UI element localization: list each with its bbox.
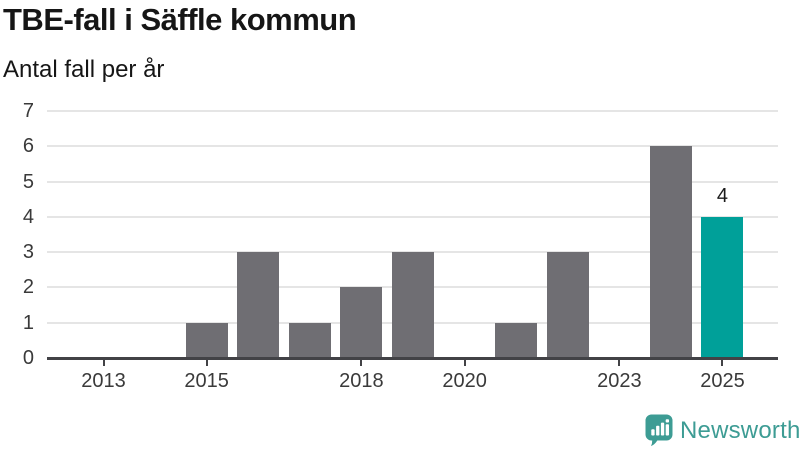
newsworthy-brand-text: Newsworthy [680,416,800,444]
tick-mark-2023 [618,360,621,366]
gridline-y5 [47,180,778,183]
x-axis-label: 2023 [597,370,642,392]
chart-subtitle: Antal fall per år [3,56,165,83]
y-axis-label: 3 [22,241,34,264]
gridline-y6 [47,145,778,148]
bar-2024 [649,146,692,358]
tick-mark-2018 [360,360,363,366]
x-axis-label: 2013 [81,370,126,392]
y-axis-label: 6 [22,135,34,158]
x-axis-label: 2015 [184,370,229,392]
x-axis-baseline [47,357,778,360]
y-axis-label: 5 [22,170,34,193]
bar-2015 [185,322,228,358]
x-axis-label: 2018 [339,370,384,392]
bar-2019 [391,252,434,358]
bar-value-label: 4 [716,184,729,207]
newsworthy-logo[interactable]: Newsworthy [645,414,800,447]
bar-2018 [340,287,383,358]
tick-mark-2020 [463,360,466,366]
gridline-y7 [47,110,778,112]
x-axis-label: 2020 [442,370,487,392]
gridline-y4 [47,215,778,218]
bar-2017 [288,322,331,358]
y-axis-label: 1 [22,311,34,334]
tick-mark-2025 [721,360,724,366]
y-axis-label: 2 [22,276,34,299]
bar-2016 [237,252,280,358]
y-axis-label: 4 [22,205,34,228]
bar-chart-speech-bubble-icon [645,414,673,447]
bar-2025 [701,216,744,358]
bar-2022 [546,252,589,358]
tick-mark-2013 [102,360,105,366]
bar-2021 [495,322,538,358]
x-axis-label: 2025 [700,370,745,392]
y-axis-label: 7 [22,100,34,122]
chart-title: TBE-fall i Säffle kommun [3,2,357,37]
tick-mark-2015 [205,360,208,366]
y-axis-label: 0 [22,347,34,369]
